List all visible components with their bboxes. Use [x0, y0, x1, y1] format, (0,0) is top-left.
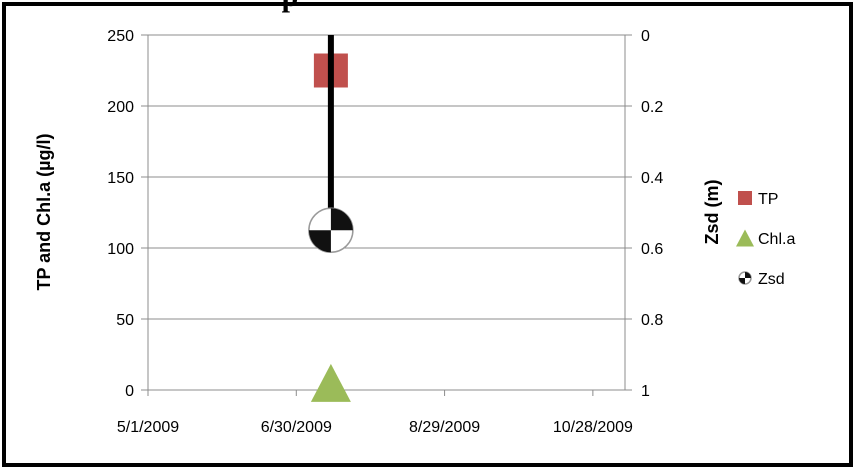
y-right-tick-label: 1 [641, 383, 650, 400]
x-tick-label: 8/29/2009 [409, 419, 480, 436]
y-left-tick-label: 100 [107, 241, 134, 258]
legend-chla-marker [736, 229, 754, 247]
legend-label: TP [758, 191, 778, 208]
legend-label: Zsd [758, 271, 785, 288]
chla-marker [310, 363, 351, 402]
x-tick-label: 10/28/2009 [553, 419, 633, 436]
gridlines [148, 34, 625, 391]
y-left-tick-label: 200 [107, 99, 134, 116]
axes [141, 34, 632, 396]
y-right-tick-label: 0.8 [641, 312, 663, 329]
tick-labels: 0 50 100 150 200 250 0 0.2 0.4 0.6 0.8 1 5/1/2009 6/3… [107, 28, 663, 436]
x-tick-label: 5/1/2009 [117, 419, 179, 436]
data-marks [308, 35, 354, 402]
y-right-tick-label: 0.4 [641, 170, 663, 187]
y-left-tick-label: 150 [107, 170, 134, 187]
zsd-disk-quadrant [330, 208, 353, 231]
y-right-tick-label: 0.6 [641, 241, 663, 258]
y-left-axis-title: TP and Chl.a (µg/l) [34, 133, 54, 290]
legend-label: Chl.a [758, 231, 795, 248]
y-left-tick-label: 50 [116, 312, 134, 329]
y-right-axis-title: Zsd (m) [702, 179, 722, 244]
zsd-disk-quadrant [739, 278, 745, 284]
legend-tp-marker [738, 191, 752, 205]
y-right-tick-label: 0.2 [641, 99, 663, 116]
zsd-disk-quadrant [745, 272, 751, 278]
legend-zsd-marker [738, 271, 752, 285]
zsd-marker [308, 207, 354, 253]
x-tick-label: 6/30/2009 [261, 419, 332, 436]
y-left-tick-label: 250 [107, 28, 134, 45]
y-left-tick-label: 0 [125, 383, 134, 400]
legend: TP Chl.a Zsd [736, 191, 795, 288]
zsd-disk-quadrant [308, 230, 331, 253]
chart-title: p [282, 0, 299, 13]
y-right-tick-label: 0 [641, 28, 650, 45]
